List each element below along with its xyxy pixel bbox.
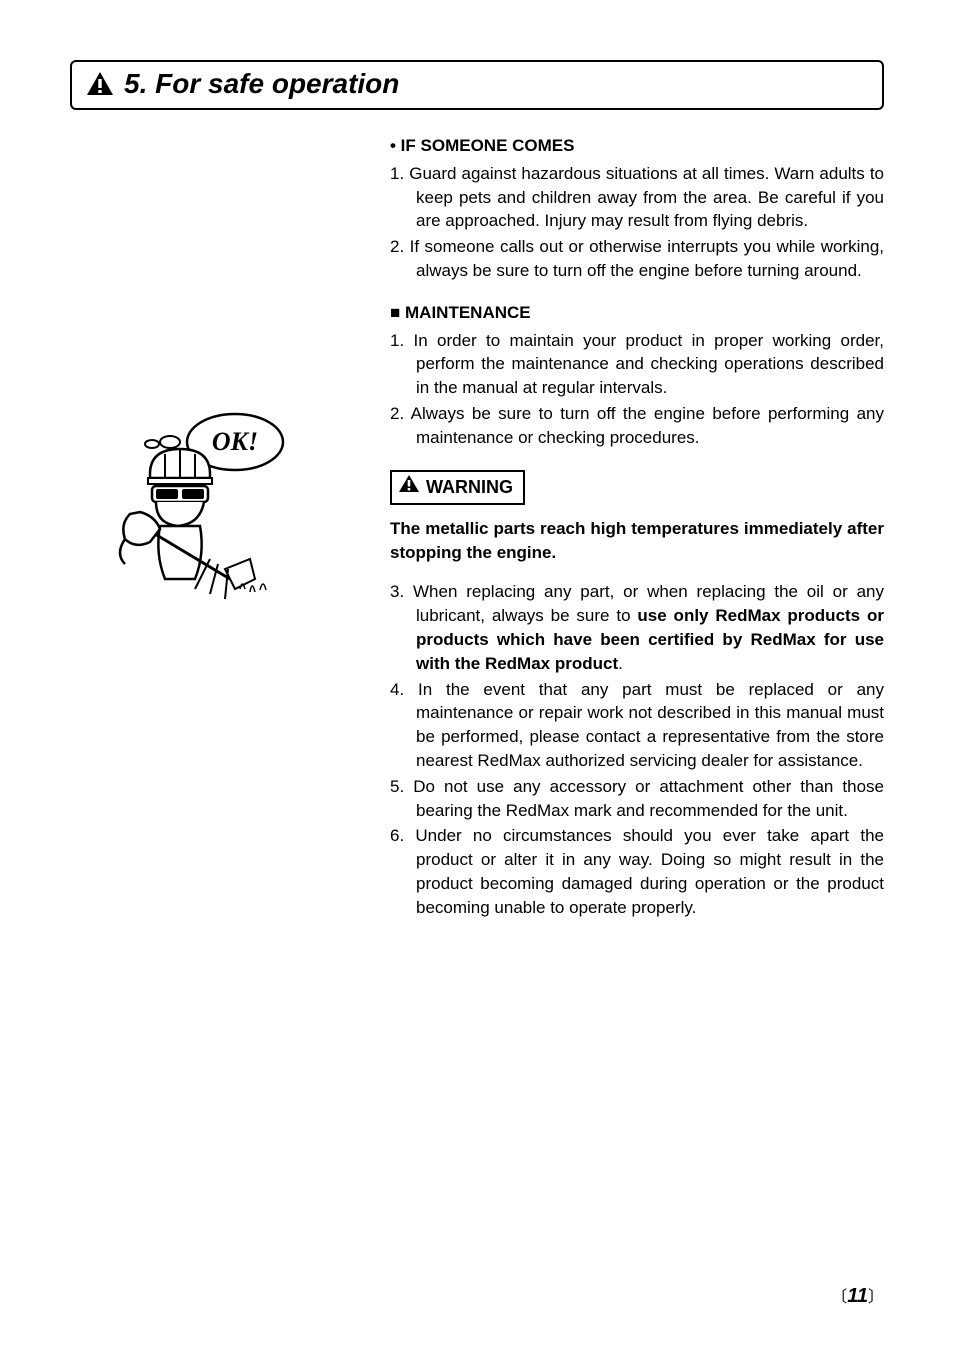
section-title: 5. For safe operation: [124, 68, 399, 100]
left-column: OK!: [70, 134, 370, 922]
maintenance-heading: MAINTENANCE: [390, 301, 884, 325]
right-column: • IF SOMEONE COMES 1. Guard against haza…: [390, 134, 884, 922]
list-item: 4. In the event that any part must be re…: [390, 678, 884, 773]
maintenance-list-b: 3. When replacing any part, or when repl…: [390, 580, 884, 919]
content-area: OK!: [70, 134, 884, 922]
warning-text: The metallic parts reach high temperatur…: [390, 517, 884, 565]
warning-box: WARNING: [390, 470, 525, 505]
list-item: 1. In order to maintain your product in …: [390, 329, 884, 400]
warning-icon: [86, 71, 114, 97]
maintenance-illustration: OK!: [100, 404, 300, 604]
item3-post: .: [618, 654, 623, 673]
section-title-bar: 5. For safe operation: [70, 60, 884, 110]
if-someone-list: 1. Guard against hazardous situations at…: [390, 162, 884, 283]
list-item: 6. Under no circumstances should you eve…: [390, 824, 884, 919]
svg-text:OK!: OK!: [212, 427, 258, 456]
list-item: 1. Guard against hazardous situations at…: [390, 162, 884, 233]
list-item: 2. If someone calls out or otherwise int…: [390, 235, 884, 283]
warning-icon: [398, 474, 420, 501]
list-item: 3. When replacing any part, or when repl…: [390, 580, 884, 675]
page-number-value: 11: [847, 1285, 868, 1307]
page-number: 〔11〕: [831, 1283, 884, 1308]
list-item: 2. Always be sure to turn off the engine…: [390, 402, 884, 450]
warning-label: WARNING: [426, 475, 513, 500]
list-item: 5. Do not use any accessory or attachmen…: [390, 775, 884, 823]
maintenance-list-a: 1. In order to maintain your product in …: [390, 329, 884, 450]
if-someone-heading: • IF SOMEONE COMES: [390, 134, 884, 158]
